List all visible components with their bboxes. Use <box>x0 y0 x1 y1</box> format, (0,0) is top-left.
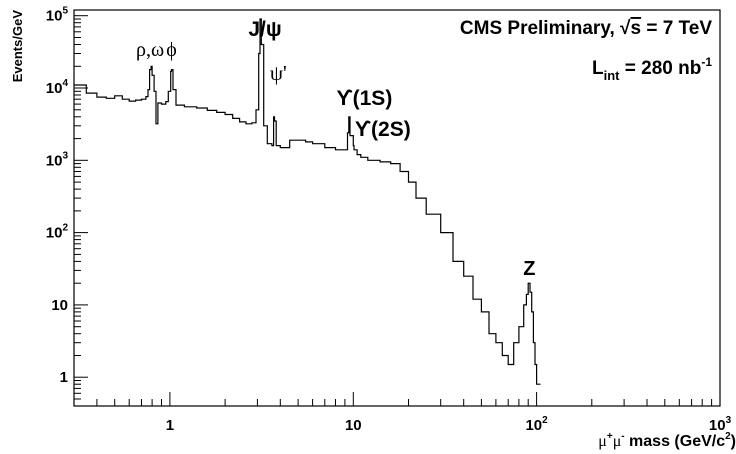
experiment-label: CMS Preliminary, √s = 7 TeV <box>460 18 712 39</box>
peak-label: ϒ(2S) <box>355 118 411 141</box>
peak-label: ϕ <box>166 39 177 61</box>
y-tick-label: 1 <box>60 369 68 386</box>
x-tick-label: 10 <box>345 417 362 434</box>
y-tick-label: 103 <box>46 150 69 169</box>
plot-frame <box>73 9 721 407</box>
peak-label: ρ,ω <box>136 39 164 61</box>
peak-annotations: ρ,ω ϕ J/ψ ψ' ϒ(1S) ϒ(2S) Z <box>136 18 535 280</box>
x-tick-label: 1 <box>166 417 174 434</box>
mass-spectrum-line <box>74 18 541 385</box>
header-labels: CMS Preliminary, √s = 7 TeV Lint = 280 nb… <box>460 18 712 83</box>
peak-label: Z <box>523 258 535 280</box>
x-tick-label: 102 <box>525 415 548 434</box>
axis-ticks <box>73 15 721 407</box>
y-tick-label: 102 <box>46 223 69 242</box>
luminosity-label: Lint = 280 nb-1 <box>592 55 712 83</box>
y-axis-label: Events/GeV <box>10 10 25 83</box>
peak-label: ψ' <box>270 61 287 85</box>
peak-label: J/ψ <box>248 18 281 41</box>
peak-label: ϒ(1S) <box>336 87 392 110</box>
y-tick-label: 104 <box>46 78 69 97</box>
x-axis-label: μ+μ- mass (GeV/c2) <box>598 431 736 450</box>
y-tick-label: 105 <box>46 6 69 25</box>
tick-labels: 1 10 102 103 1 10 102 103 104 105 <box>46 6 732 434</box>
y-tick-label: 10 <box>51 297 68 314</box>
x-tick-label: 103 <box>709 415 732 434</box>
